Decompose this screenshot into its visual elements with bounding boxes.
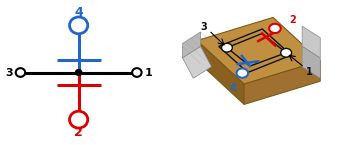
Circle shape [222, 43, 232, 52]
Circle shape [269, 24, 281, 33]
Polygon shape [244, 61, 320, 104]
Circle shape [281, 48, 292, 57]
Text: 3: 3 [5, 68, 13, 77]
Circle shape [237, 68, 248, 78]
Text: 4: 4 [230, 83, 237, 93]
Circle shape [16, 68, 25, 77]
Text: 3: 3 [200, 22, 207, 32]
Polygon shape [197, 17, 320, 84]
Polygon shape [302, 46, 320, 78]
Polygon shape [302, 26, 320, 58]
Text: 2: 2 [290, 15, 297, 25]
Text: 4: 4 [74, 6, 83, 19]
Polygon shape [183, 46, 211, 78]
Text: 1: 1 [145, 68, 153, 77]
Text: 2: 2 [74, 126, 83, 139]
Polygon shape [183, 32, 201, 58]
Polygon shape [197, 41, 244, 104]
Text: 1: 1 [306, 67, 313, 77]
Circle shape [69, 111, 88, 128]
Circle shape [69, 17, 88, 34]
Circle shape [132, 68, 142, 77]
Circle shape [76, 70, 82, 75]
